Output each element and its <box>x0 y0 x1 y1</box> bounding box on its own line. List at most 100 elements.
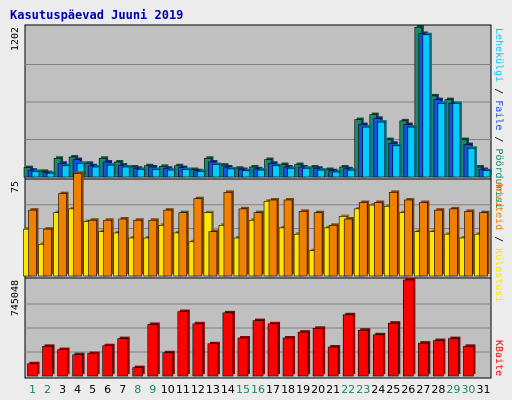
bar-lehekülgi-26 <box>407 126 416 178</box>
bar-lehekülgi-19 <box>302 167 310 178</box>
y-max-label-top: 1202 <box>10 27 21 51</box>
x-tick-label: 6 <box>104 383 111 396</box>
bar-lehekülgi-5 <box>91 166 100 178</box>
bar-kbaite-18 <box>282 337 294 377</box>
legend-bottom: KBaite <box>493 340 504 376</box>
bar-lehekülgi-17 <box>272 165 280 178</box>
x-tick-label: 27 <box>416 383 430 396</box>
legend-middle: Arvuteid / Külastusi <box>493 182 504 302</box>
bar-lehekülgi-1 <box>31 171 40 178</box>
bar-arvuteid-6 <box>103 219 112 277</box>
bar-arvuteid-4 <box>73 173 82 277</box>
x-tick-label: 8 <box>134 383 141 396</box>
bar-kbaite-23 <box>357 329 369 377</box>
legend-item: Külastusi <box>493 248 504 302</box>
y-axis-labels: 1202 75 745048 <box>10 27 21 316</box>
x-tick-label: 5 <box>89 383 96 396</box>
panel-bottom <box>24 277 492 379</box>
legend-item: Faile <box>493 100 504 130</box>
bar-lehekülgi-20 <box>317 169 325 178</box>
x-tick-label: 3 <box>59 383 66 396</box>
x-tick-label: 14 <box>221 383 235 396</box>
panels <box>23 24 492 379</box>
panel-top <box>23 24 492 180</box>
bar-lehekülgi-11 <box>182 169 190 178</box>
y-max-label-bottom: 745048 <box>10 280 21 316</box>
x-tick-label: 25 <box>386 383 400 396</box>
bar-arvuteid-10 <box>163 209 173 277</box>
x-axis-labels: 1 2 3 4 5 6 7 8 9 10 11 12 13 14 15 16 17 18 19 20 21 22 23 24 2… <box>29 383 490 396</box>
bar-arvuteid-20 <box>313 212 323 277</box>
x-tick-label: 29 <box>446 383 460 396</box>
bar-lehekülgi-10 <box>167 169 175 178</box>
bar-lehekülgi-16 <box>257 169 265 178</box>
x-tick-label: 24 <box>371 383 385 396</box>
bar-arvuteid-14 <box>223 192 233 277</box>
bar-kbaite-26 <box>403 279 414 377</box>
x-tick-label: 26 <box>401 383 415 396</box>
bar-arvuteid-12 <box>193 198 203 277</box>
x-tick-label: 7 <box>119 383 126 396</box>
bar-arvuteid-27 <box>419 202 428 277</box>
x-tick-label: 28 <box>431 383 445 396</box>
bar-lehekülgi-13 <box>212 164 220 178</box>
bar-arvuteid-31 <box>479 212 488 277</box>
legend-item: KBaite <box>493 340 504 376</box>
x-tick-label: 9 <box>149 383 156 396</box>
bar-kbaite-8 <box>132 367 144 377</box>
bar-kbaite-14 <box>222 312 234 377</box>
x-tick-label: 31 <box>476 383 490 396</box>
bar-kbaite-3 <box>57 349 68 377</box>
x-tick-label: 13 <box>206 383 220 396</box>
x-tick-label: 21 <box>326 383 340 396</box>
bar-lehekülgi-22 <box>347 169 355 178</box>
x-tick-label: 11 <box>176 383 190 396</box>
bar-arvuteid-23 <box>358 202 368 277</box>
bar-arvuteid-5 <box>88 219 97 277</box>
x-tick-label: 1 <box>29 383 36 396</box>
bar-lehekülgi-9 <box>151 169 160 178</box>
bar-kbaite-11 <box>177 311 189 377</box>
bar-kbaite-6 <box>102 345 113 377</box>
legend-item: Pöördumisi <box>493 148 504 208</box>
legend-separator: / <box>493 82 504 100</box>
x-tick-label: 22 <box>341 383 355 396</box>
bar-lehekülgi-8 <box>136 169 145 178</box>
bar-kbaite-22 <box>342 314 354 377</box>
bar-lehekülgi-12 <box>197 171 205 178</box>
bar-lehekülgi-27 <box>422 34 431 178</box>
x-tick-label: 23 <box>356 383 370 396</box>
bar-lehekülgi-30 <box>467 147 476 178</box>
bar-kbaite-12 <box>192 323 204 377</box>
bar-arvuteid-21 <box>328 225 338 277</box>
bar-arvuteid-3 <box>58 193 67 277</box>
x-tick-label: 4 <box>74 383 81 396</box>
bar-kbaite-4 <box>72 354 83 377</box>
bar-lehekülgi-31 <box>482 170 491 178</box>
bar-lehekülgi-18 <box>287 167 295 178</box>
bar-kbaite-24 <box>372 334 384 377</box>
bar-lehekülgi-14 <box>227 168 235 178</box>
bar-kbaite-10 <box>162 352 174 377</box>
bar-arvuteid-25 <box>388 192 398 277</box>
bar-arvuteid-28 <box>434 209 443 277</box>
bar-lehekülgi-15 <box>242 170 250 178</box>
bar-kbaite-13 <box>207 343 219 377</box>
bar-lehekülgi-23 <box>362 126 371 178</box>
bar-arvuteid-30 <box>464 211 473 277</box>
panel-middle <box>23 171 492 279</box>
bar-arvuteid-7 <box>118 218 128 277</box>
bar-arvuteid-24 <box>373 202 383 277</box>
x-tick-label: 18 <box>281 383 295 396</box>
bar-lehekülgi-24 <box>377 121 386 178</box>
legend-separator: / <box>493 230 504 248</box>
bar-lehekülgi-6 <box>106 164 115 178</box>
bar-kbaite-28 <box>433 340 444 377</box>
bar-arvuteid-22 <box>343 218 353 277</box>
bar-arvuteid-13 <box>208 231 218 277</box>
bar-lehekülgi-29 <box>452 103 461 178</box>
bar-arvuteid-1 <box>28 209 37 277</box>
bar-kbaite-15 <box>237 337 249 377</box>
